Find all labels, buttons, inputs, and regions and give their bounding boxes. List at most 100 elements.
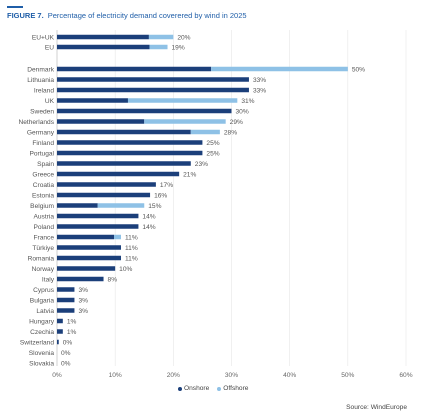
bar-onshore [57, 66, 212, 72]
data-label: 8% [108, 276, 118, 283]
bar-offshore [148, 34, 174, 40]
category-label: Belgium [30, 203, 54, 210]
bar-onshore [57, 87, 249, 93]
legend-offshore-marker [217, 386, 222, 391]
category-label: Spain [37, 161, 54, 168]
category-label: Austria [33, 213, 54, 220]
category-label: Ireland [34, 87, 54, 94]
category-label: EU [45, 44, 54, 51]
legend-offshore-label: Offshore [223, 385, 249, 392]
title-accent-bar [7, 6, 23, 8]
bar-onshore [57, 108, 232, 114]
category-label: Sweden [30, 108, 54, 115]
data-label: 23% [195, 161, 208, 168]
x-tick-label: 50% [341, 372, 354, 379]
data-label: 14% [142, 224, 155, 231]
bar-onshore [57, 245, 121, 250]
data-label: 10% [119, 266, 132, 273]
bar-onshore [57, 171, 180, 177]
bar-onshore [57, 161, 191, 166]
category-label: Slovenia [29, 350, 55, 357]
category-label: Croatia [33, 182, 55, 189]
bar-onshore [57, 129, 191, 135]
category-label: Greece [32, 171, 54, 178]
bar-offshore [114, 234, 121, 240]
category-label: Italy [42, 276, 55, 283]
bar-onshore [57, 287, 75, 292]
bar-onshore [57, 266, 116, 271]
data-label: 17% [160, 182, 173, 189]
data-label: 25% [206, 140, 219, 147]
category-label: Türkiye [32, 245, 54, 252]
category-label: Bulgaria [30, 297, 55, 304]
category-label: France [33, 234, 54, 241]
x-tick-label: 40% [283, 372, 296, 379]
category-label: Czechia [30, 329, 54, 336]
data-label: 19% [172, 44, 185, 51]
category-label: Denmark [27, 66, 54, 73]
source-note: Source: WindEurope [346, 404, 407, 411]
bar-onshore [57, 308, 75, 313]
category-label: Estonia [32, 192, 54, 199]
bar-onshore [57, 329, 63, 334]
data-label: 0% [63, 339, 73, 346]
data-label: 33% [253, 77, 266, 84]
category-label: Norway [32, 266, 55, 273]
category-label: Romania [28, 255, 55, 262]
category-label: Slovakia [29, 360, 54, 367]
data-label: 16% [154, 192, 167, 199]
data-label: 28% [224, 129, 237, 136]
bar-onshore [57, 192, 151, 198]
data-label: 25% [206, 150, 219, 157]
data-label: 11% [125, 234, 138, 241]
data-label: 14% [142, 213, 155, 220]
legend: Onshore Offshore [178, 385, 248, 392]
legend-onshore-marker [178, 386, 182, 391]
category-label: UK [45, 98, 55, 105]
category-label: Cyprus [33, 287, 55, 294]
bar-onshore [57, 150, 203, 156]
bar-onshore [57, 255, 121, 261]
category-label: Germany [27, 129, 55, 136]
data-label: 31% [241, 98, 254, 105]
data-label: 1% [67, 329, 77, 336]
bar-offshore [97, 203, 145, 208]
category-label: EU+UK [32, 34, 55, 41]
category-label: Hungary [29, 318, 55, 325]
data-label: 1% [67, 318, 77, 325]
bar-offshore [211, 66, 348, 72]
legend-onshore-label: Onshore [184, 385, 210, 392]
figure-label: FIGURE 7. [7, 11, 44, 20]
data-label: 3% [78, 287, 88, 294]
data-label: 11% [125, 255, 138, 262]
bar-offshore [190, 129, 220, 135]
bar-onshore [57, 203, 98, 208]
bar-onshore [57, 182, 156, 187]
data-label: 15% [148, 203, 161, 210]
bar-onshore [57, 44, 150, 50]
data-label: 33% [253, 87, 266, 94]
x-tick-label: 20% [167, 372, 180, 379]
bar-offshore [144, 119, 226, 124]
bar-onshore [57, 98, 128, 103]
category-label: Lithuania [27, 77, 54, 84]
data-label: 11% [125, 245, 138, 252]
category-label: Portugal [29, 150, 54, 157]
bar-onshore [57, 213, 139, 219]
bar-onshore [57, 224, 139, 229]
data-label: 30% [236, 108, 249, 115]
data-label: 3% [78, 308, 88, 315]
category-label: Finland [32, 140, 54, 147]
bar-onshore [57, 119, 145, 124]
bar-offshore [127, 98, 238, 103]
bar-onshore [57, 339, 59, 345]
bar-offshore [149, 44, 168, 50]
category-label: Poland [33, 224, 54, 231]
legend-item-offshore: Offshore [217, 385, 248, 392]
category-label: Switzerland [20, 339, 54, 346]
bar-onshore [57, 276, 104, 282]
data-label: 21% [183, 171, 196, 178]
bar-onshore [57, 234, 115, 240]
x-tick-label: 10% [109, 372, 122, 379]
